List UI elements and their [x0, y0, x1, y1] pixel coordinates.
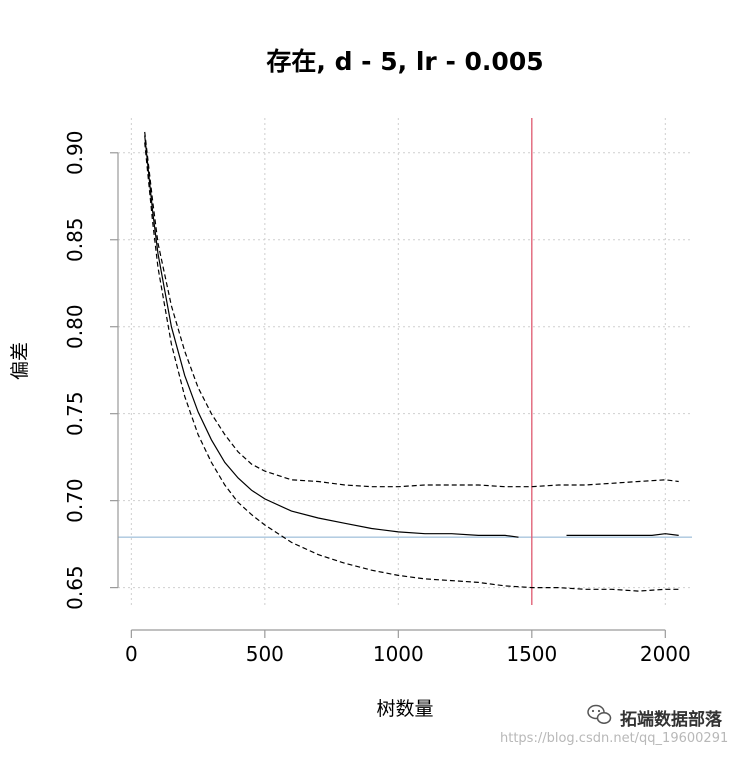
series-line-0	[144, 131, 679, 488]
wechat-icon	[587, 704, 612, 724]
x-tick-label-3: 1500	[506, 642, 557, 666]
y-tick-label-3: 0.80	[63, 304, 87, 349]
y-axis-label: 偏差	[9, 342, 31, 380]
x-axis-label: 树数量	[376, 698, 433, 720]
watermark: 拓端数据部落 https://blog.csdn.net/qq_19600291	[500, 704, 728, 746]
series-line-1-part-1	[566, 533, 679, 537]
x-tick-label-4: 2000	[640, 642, 691, 666]
y-tick-label-0: 0.65	[63, 565, 87, 610]
series-line-1-part-0	[144, 135, 519, 538]
x-tick-label-2: 1000	[373, 642, 424, 666]
x-tick-label-0: 0	[125, 642, 138, 666]
y-tick-label-1: 0.70	[63, 478, 87, 523]
watermark-url: https://blog.csdn.net/qq_19600291	[500, 731, 728, 746]
x-tick-label-1: 500	[246, 642, 284, 666]
y-tick-label-2: 0.75	[63, 391, 87, 436]
y-tick-label-4: 0.85	[63, 217, 87, 262]
y-tick-label-5: 0.90	[63, 131, 87, 176]
chart-title: 存在, d - 5, lr - 0.005	[266, 47, 543, 76]
axes: 0 500 1000 1500 2000 0.65 0.70 0.75 0.80 0.85 0.90	[63, 131, 691, 666]
series-lines	[144, 131, 679, 592]
series-line-2	[144, 142, 679, 592]
reference-lines	[118, 118, 692, 605]
watermark-brand: 拓端数据部落	[620, 709, 723, 730]
